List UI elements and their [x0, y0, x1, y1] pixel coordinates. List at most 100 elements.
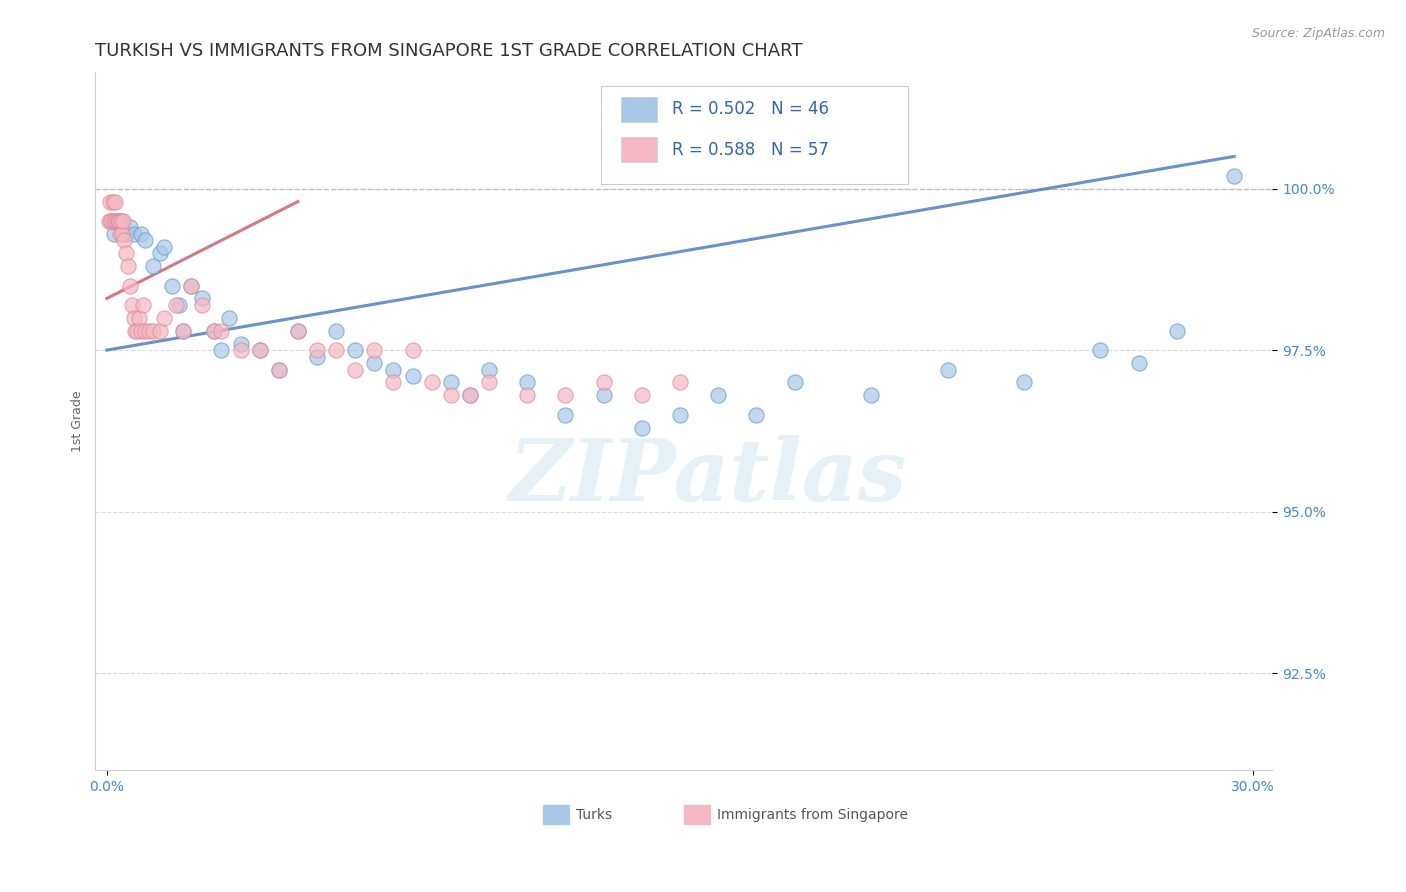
Point — [108, 214, 131, 228]
Point — [401, 343, 423, 358]
Point — [1223, 169, 1246, 183]
Point — [111, 227, 134, 241]
Point — [127, 324, 149, 338]
Point — [142, 259, 165, 273]
Point — [1166, 324, 1188, 338]
Point — [149, 246, 172, 260]
Point — [382, 362, 405, 376]
Point — [165, 298, 187, 312]
Point — [118, 278, 141, 293]
FancyBboxPatch shape — [602, 87, 907, 184]
Point — [478, 362, 501, 376]
Point — [478, 376, 501, 390]
Point — [669, 408, 692, 422]
Point — [110, 214, 132, 228]
Point — [118, 220, 141, 235]
Text: ZIPatlas: ZIPatlas — [509, 435, 907, 519]
Point — [229, 336, 252, 351]
Point — [229, 343, 252, 358]
Point — [153, 240, 176, 254]
Text: TURKISH VS IMMIGRANTS FROM SINGAPORE 1ST GRADE CORRELATION CHART: TURKISH VS IMMIGRANTS FROM SINGAPORE 1ST… — [96, 42, 803, 60]
Point — [554, 408, 576, 422]
Point — [117, 259, 139, 273]
Point — [129, 324, 152, 338]
Point — [138, 324, 160, 338]
Point — [202, 324, 225, 338]
Point — [172, 324, 194, 338]
Point — [440, 376, 463, 390]
Point — [458, 388, 481, 402]
Point — [103, 214, 125, 228]
Point — [104, 194, 127, 209]
Point — [1012, 376, 1035, 390]
Point — [458, 388, 481, 402]
Point — [108, 227, 131, 241]
Point — [134, 233, 156, 247]
Point — [122, 227, 145, 241]
Y-axis label: 1st Grade: 1st Grade — [72, 391, 84, 452]
Point — [1128, 356, 1150, 370]
Point — [592, 376, 614, 390]
Point — [218, 310, 240, 325]
Text: R = 0.588   N = 57: R = 0.588 N = 57 — [672, 141, 830, 159]
Point — [153, 310, 176, 325]
FancyBboxPatch shape — [621, 137, 657, 162]
Point — [128, 310, 150, 325]
Point — [107, 214, 129, 228]
Point — [554, 388, 576, 402]
Point — [344, 343, 367, 358]
Point — [249, 343, 271, 358]
Point — [325, 324, 347, 338]
Point — [105, 214, 128, 228]
Point — [98, 194, 121, 209]
Point — [669, 376, 692, 390]
Point — [249, 343, 271, 358]
Point — [211, 324, 233, 338]
Point — [160, 278, 183, 293]
Point — [707, 388, 730, 402]
Point — [129, 227, 152, 241]
Point — [191, 298, 214, 312]
Point — [100, 214, 122, 228]
Point — [134, 324, 156, 338]
Point — [936, 362, 959, 376]
Point — [516, 388, 538, 402]
Point — [100, 214, 122, 228]
Point — [860, 388, 883, 402]
Point — [783, 376, 806, 390]
Point — [631, 420, 654, 434]
Point — [103, 227, 125, 241]
Point — [124, 324, 146, 338]
Point — [267, 362, 290, 376]
Text: R = 0.502   N = 46: R = 0.502 N = 46 — [672, 101, 830, 119]
Text: Immigrants from Singapore: Immigrants from Singapore — [717, 807, 908, 822]
Point — [97, 214, 120, 228]
Point — [325, 343, 347, 358]
Point — [103, 214, 125, 228]
Point — [107, 214, 129, 228]
Point — [631, 388, 654, 402]
Point — [115, 246, 138, 260]
Point — [111, 214, 134, 228]
Point — [142, 324, 165, 338]
Point — [287, 324, 309, 338]
Point — [344, 362, 367, 376]
Point — [382, 376, 405, 390]
Point — [287, 324, 309, 338]
Point — [132, 298, 155, 312]
Point — [101, 194, 124, 209]
Text: Source: ZipAtlas.com: Source: ZipAtlas.com — [1251, 27, 1385, 40]
Point — [363, 343, 385, 358]
Point — [191, 292, 214, 306]
Text: Turks: Turks — [575, 807, 612, 822]
Point — [211, 343, 233, 358]
Bar — [683, 805, 710, 824]
Point — [745, 408, 768, 422]
Point — [172, 324, 194, 338]
Point — [267, 362, 290, 376]
Point — [122, 310, 145, 325]
Point — [112, 233, 135, 247]
Point — [149, 324, 172, 338]
Point — [440, 388, 463, 402]
Point — [1090, 343, 1112, 358]
